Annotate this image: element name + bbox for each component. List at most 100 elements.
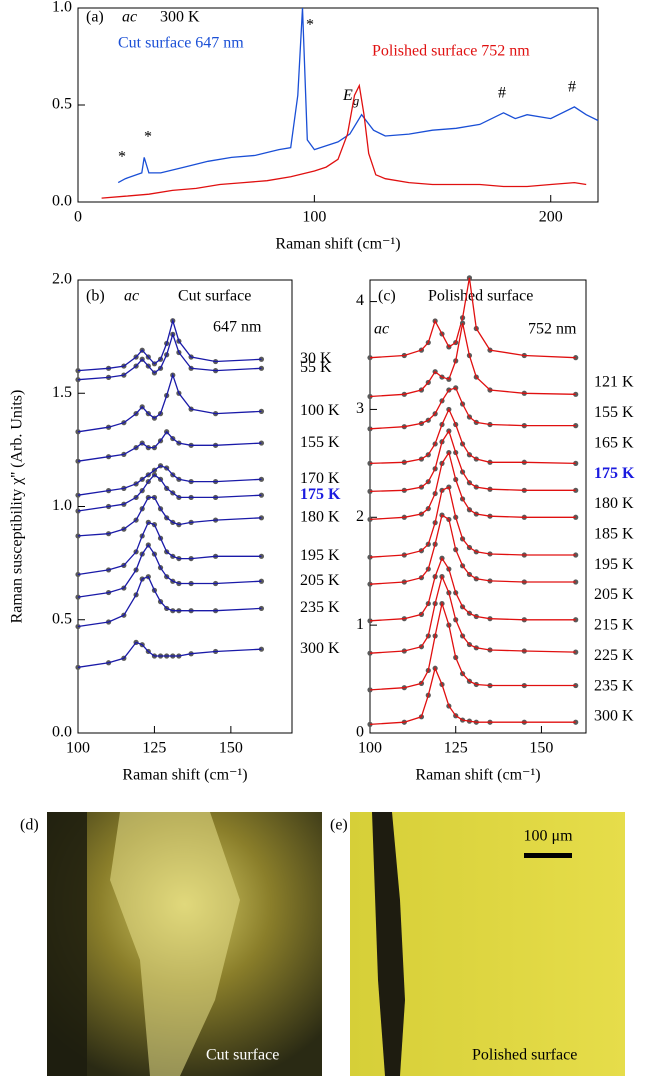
temperature-label: 235 K bbox=[594, 677, 634, 694]
y-tick-label: 0.0 bbox=[52, 724, 72, 741]
data-point bbox=[258, 440, 265, 446]
data-point bbox=[258, 578, 265, 584]
polarization: ac bbox=[124, 288, 139, 305]
series-line bbox=[77, 641, 262, 668]
y-axis-label: Raman susceptibility χ'' (Arb. Units) bbox=[9, 390, 26, 624]
data-point bbox=[367, 426, 373, 432]
data-point bbox=[258, 408, 265, 414]
temperature-label: 195 K bbox=[594, 556, 634, 573]
polarization: ac bbox=[122, 9, 137, 26]
temperature-label: 225 K bbox=[594, 647, 634, 664]
scale-bar bbox=[524, 853, 572, 858]
image-caption: Polished surface bbox=[472, 1047, 577, 1064]
x-tick-label: 100 bbox=[66, 740, 90, 757]
data-point bbox=[258, 476, 265, 482]
peak-marker: * bbox=[144, 129, 152, 146]
y-tick-label: 0.5 bbox=[52, 610, 72, 627]
series-line bbox=[77, 464, 262, 496]
polarization: ac bbox=[374, 321, 389, 338]
temperature-label: 55 K bbox=[300, 359, 332, 376]
data-point bbox=[573, 719, 579, 725]
peak-marker: # bbox=[498, 85, 506, 102]
y-tick-label: 1.0 bbox=[52, 497, 72, 514]
data-point bbox=[75, 533, 81, 539]
data-point bbox=[258, 356, 265, 362]
series-line bbox=[369, 387, 576, 430]
series-line bbox=[369, 407, 576, 465]
series-annotation: Polished surface 752 nm bbox=[372, 43, 530, 60]
micrograph-feature bbox=[110, 812, 240, 1076]
temperature-label: 215 K bbox=[594, 617, 634, 634]
temperature-label: 165 K bbox=[594, 434, 634, 451]
data-point bbox=[573, 487, 579, 493]
data-point bbox=[258, 553, 265, 559]
data-point bbox=[258, 515, 265, 521]
micrograph-edge bbox=[47, 812, 87, 1076]
series-line bbox=[369, 514, 576, 585]
temperature-label: 175 K bbox=[300, 486, 341, 503]
y-tick-label: 1 bbox=[356, 616, 364, 633]
temperature: 300 K bbox=[160, 9, 200, 26]
series-line bbox=[369, 277, 576, 359]
data-point bbox=[573, 460, 579, 466]
temperature-label: 205 K bbox=[594, 586, 634, 603]
series-line bbox=[77, 430, 262, 462]
x-axis-label: Raman shift (cm⁻¹) bbox=[275, 236, 400, 253]
data-point bbox=[258, 365, 265, 371]
x-tick-label: 125 bbox=[142, 740, 166, 757]
x-tick-label: 200 bbox=[539, 209, 563, 226]
x-axis-label: Raman shift (cm⁻¹) bbox=[122, 767, 247, 784]
x-tick-label: 150 bbox=[219, 740, 243, 757]
data-point bbox=[258, 492, 265, 498]
panel-label: (e) bbox=[330, 817, 348, 834]
panel-label: (a) bbox=[86, 9, 104, 26]
scale-bar-label: 100 μm bbox=[523, 828, 573, 845]
series-line bbox=[101, 83, 587, 199]
series-line bbox=[77, 496, 262, 537]
data-point bbox=[573, 391, 579, 397]
temperature-label: 175 K bbox=[594, 465, 635, 482]
temperature-label: 30 K bbox=[300, 350, 332, 367]
peak-marker: # bbox=[568, 79, 576, 96]
y-tick-label: 3 bbox=[356, 400, 364, 417]
data-point bbox=[573, 649, 579, 655]
data-point bbox=[573, 514, 579, 520]
wavelength: 647 nm bbox=[213, 319, 262, 336]
x-tick-label: 0 bbox=[74, 209, 82, 226]
mode-label: Eg bbox=[342, 87, 360, 108]
panel-label: (c) bbox=[378, 288, 396, 305]
temperature-label: 100 K bbox=[300, 402, 340, 419]
surface-label: Cut surface bbox=[178, 288, 251, 305]
data-point bbox=[573, 579, 579, 585]
y-tick-label: 4 bbox=[356, 292, 364, 309]
series-line bbox=[77, 575, 262, 628]
x-axis-label: Raman shift (cm⁻¹) bbox=[415, 767, 540, 784]
data-point bbox=[258, 605, 265, 612]
y-tick-label: 0.5 bbox=[52, 96, 72, 113]
y-tick-label: 0.0 bbox=[52, 193, 72, 210]
temperature-label: 300 K bbox=[300, 640, 340, 657]
y-tick-label: 0 bbox=[356, 724, 364, 741]
x-tick-label: 125 bbox=[444, 740, 468, 757]
y-tick-label: 2.0 bbox=[52, 271, 72, 288]
data-point bbox=[75, 508, 81, 514]
temperature-label: 155 K bbox=[594, 404, 634, 421]
y-tick-label: 2 bbox=[356, 508, 364, 525]
peak-marker: * bbox=[118, 149, 126, 166]
series-line bbox=[369, 450, 576, 521]
y-tick-label: 1.0 bbox=[52, 0, 72, 16]
data-point bbox=[367, 618, 373, 624]
data-point bbox=[258, 646, 265, 652]
temperature-label: 170 K bbox=[300, 470, 340, 487]
series-line bbox=[77, 543, 262, 598]
temperature-label: 180 K bbox=[594, 495, 634, 512]
temperature-label: 121 K bbox=[594, 374, 634, 391]
series-line bbox=[77, 372, 262, 433]
temperature-label: 205 K bbox=[300, 572, 340, 589]
data-point bbox=[367, 516, 373, 523]
series-annotation: Cut surface 647 nm bbox=[118, 35, 244, 52]
series-line bbox=[77, 521, 262, 576]
panel-label: (d) bbox=[20, 817, 39, 834]
temperature-label: 180 K bbox=[300, 508, 340, 525]
